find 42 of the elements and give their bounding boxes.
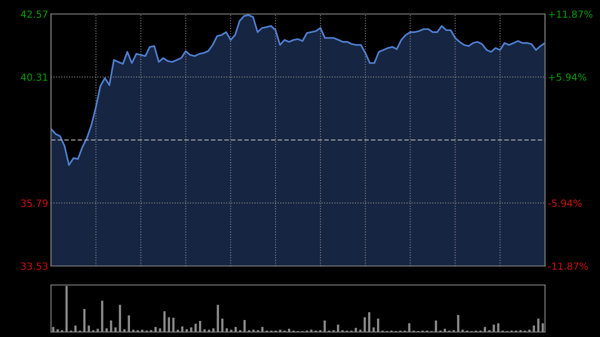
bar bbox=[172, 318, 174, 332]
bar bbox=[203, 329, 206, 332]
bar bbox=[234, 326, 237, 332]
bar bbox=[408, 323, 410, 332]
bar bbox=[532, 326, 535, 332]
y2-tick-label: +11.87% bbox=[548, 10, 592, 18]
bar bbox=[56, 329, 59, 332]
bar bbox=[368, 312, 370, 332]
bar bbox=[221, 318, 224, 332]
y-tick-label: 35.79 bbox=[21, 199, 48, 207]
bar bbox=[74, 326, 77, 332]
bar bbox=[65, 286, 68, 332]
bar bbox=[376, 318, 380, 332]
y2-tick-label: -11.87% bbox=[548, 262, 588, 270]
bar bbox=[52, 326, 54, 332]
bar bbox=[372, 327, 375, 332]
bar bbox=[364, 317, 366, 332]
y2-tick-label: -5.94% bbox=[548, 200, 582, 207]
bar bbox=[324, 320, 326, 332]
bar bbox=[181, 326, 184, 332]
bar bbox=[194, 324, 197, 332]
bar bbox=[336, 324, 340, 332]
bar bbox=[83, 308, 86, 332]
y2-tick-label: +5.94% bbox=[548, 73, 586, 81]
y-tick-label: 42.57 bbox=[20, 10, 48, 18]
bar bbox=[243, 320, 246, 332]
bar bbox=[226, 328, 228, 332]
bar bbox=[354, 328, 357, 332]
bar bbox=[123, 329, 126, 332]
bar bbox=[457, 314, 460, 332]
bar bbox=[88, 326, 90, 332]
bar bbox=[101, 300, 104, 332]
y-tick-label: 40.31 bbox=[20, 73, 48, 81]
bar bbox=[537, 318, 540, 332]
bar bbox=[190, 327, 192, 332]
bar bbox=[492, 324, 495, 332]
y-tick-label: 33.53 bbox=[21, 262, 48, 270]
bar bbox=[497, 323, 500, 332]
bar bbox=[186, 329, 188, 332]
bar bbox=[198, 320, 202, 332]
bar bbox=[542, 323, 544, 332]
bar bbox=[96, 328, 99, 332]
